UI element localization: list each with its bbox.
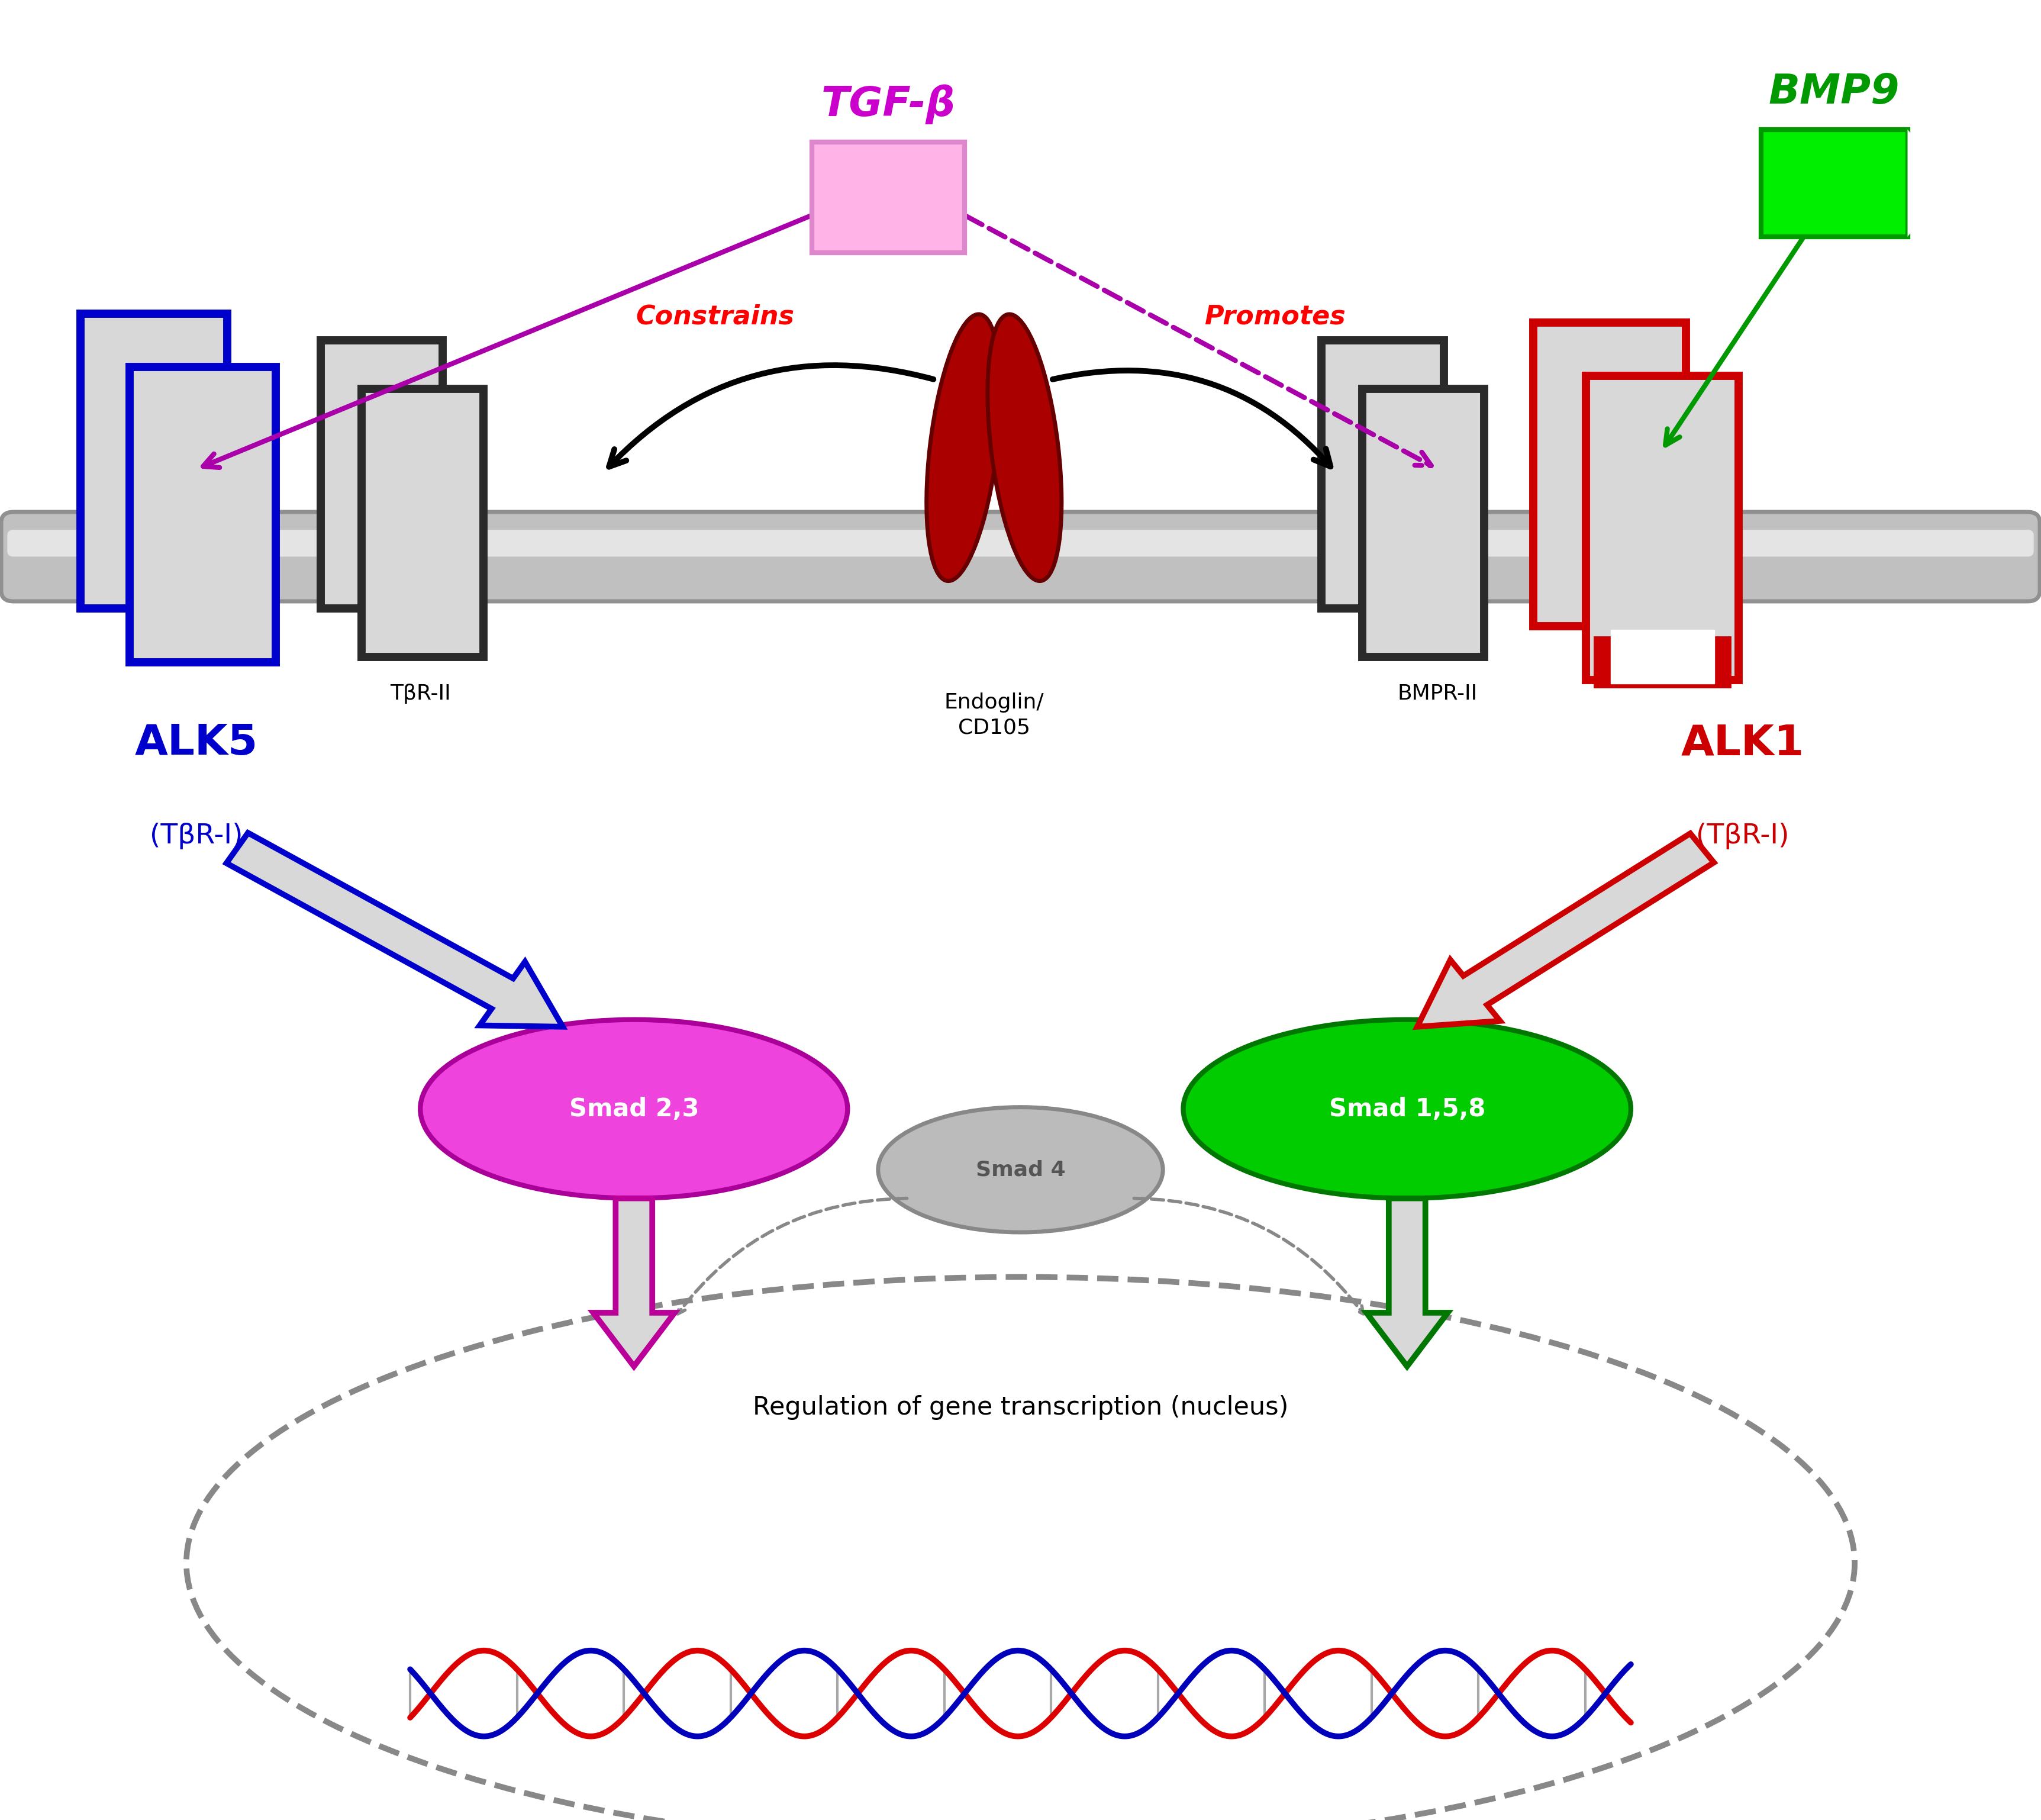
Text: ALK5: ALK5	[135, 723, 257, 764]
Ellipse shape	[927, 315, 1000, 581]
Ellipse shape	[420, 1019, 847, 1198]
Text: Endoglin/
CD105: Endoglin/ CD105	[945, 692, 1043, 737]
Bar	[1586, 377, 1739, 681]
Text: ALK1: ALK1	[1682, 723, 1804, 764]
Text: Smad 2,3: Smad 2,3	[569, 1096, 698, 1121]
Bar	[1610, 630, 1714, 684]
Text: Regulation of gene transcription (nucleus): Regulation of gene transcription (nucleu…	[753, 1394, 1288, 1420]
Bar	[1594, 637, 1731, 688]
Text: BMPR-II: BMPR-II	[1398, 684, 1478, 704]
Text: (TβR-I): (TβR-I)	[1696, 823, 1790, 850]
Bar	[1533, 322, 1686, 626]
Bar	[361, 389, 484, 657]
Ellipse shape	[186, 1278, 1855, 1820]
Ellipse shape	[988, 315, 1061, 581]
FancyBboxPatch shape	[2, 511, 2039, 601]
Bar	[812, 142, 965, 253]
Bar	[80, 313, 227, 608]
Polygon shape	[1365, 1198, 1447, 1367]
Bar	[1361, 389, 1484, 657]
Text: Smad 4: Smad 4	[976, 1159, 1065, 1179]
Polygon shape	[227, 834, 563, 1026]
Bar	[1323, 340, 1443, 608]
Bar	[320, 340, 443, 608]
Text: BMP9: BMP9	[1770, 73, 1900, 111]
Bar	[129, 368, 276, 662]
Polygon shape	[1416, 834, 1714, 1026]
Bar	[1761, 129, 1908, 237]
FancyBboxPatch shape	[8, 530, 2033, 557]
Text: TGF-β: TGF-β	[820, 84, 955, 124]
Ellipse shape	[1184, 1019, 1631, 1198]
Text: (TβR-I): (TβR-I)	[149, 823, 243, 850]
Ellipse shape	[878, 1107, 1163, 1232]
Text: Promotes: Promotes	[1204, 304, 1345, 329]
Text: Constrains: Constrains	[637, 304, 794, 329]
Polygon shape	[1908, 129, 1953, 237]
Text: Smad 1,5,8: Smad 1,5,8	[1329, 1096, 1486, 1121]
Text: TβR-II: TβR-II	[390, 684, 451, 704]
Polygon shape	[594, 1198, 676, 1367]
